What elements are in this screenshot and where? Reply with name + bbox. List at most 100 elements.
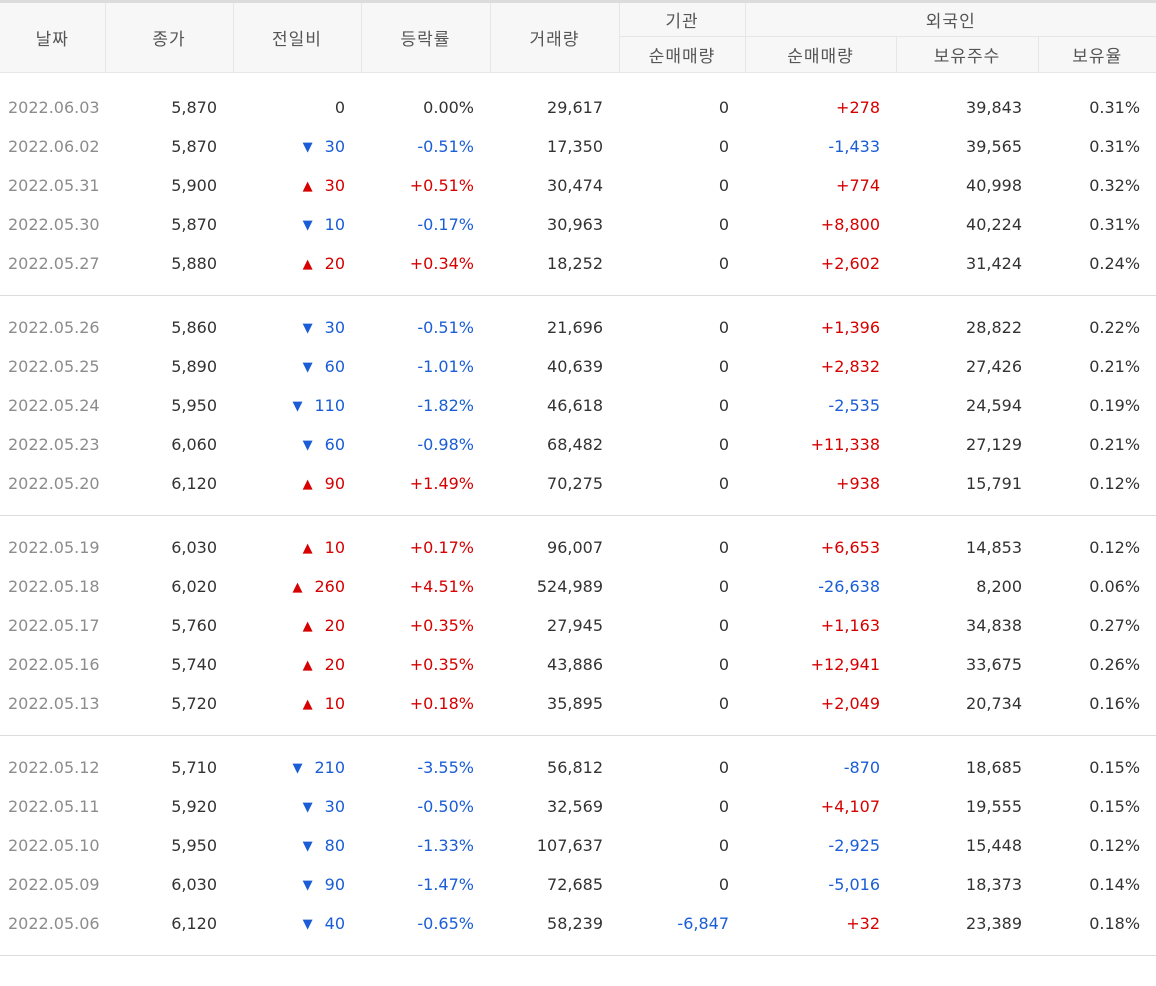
cell-date: 2022.05.18 bbox=[8, 577, 100, 596]
header-institution-group: 기관 bbox=[618, 0, 745, 37]
cell-rate: -1.01% bbox=[417, 357, 474, 376]
cell-institution-net: 0 bbox=[718, 616, 729, 635]
cell-rate: +0.35% bbox=[409, 655, 474, 674]
change-value: 20 bbox=[324, 254, 345, 273]
header-rate: 등락률 bbox=[360, 0, 490, 73]
cell-foreign-holdings: 27,129 bbox=[966, 435, 1022, 454]
cell-foreign-ratio: 0.06% bbox=[1089, 577, 1141, 596]
table-row: 2022.05.27 5,880 ▲ 20 +0.34% 18,252 0 +2,… bbox=[0, 244, 1156, 283]
cell-foreign-holdings: 18,373 bbox=[966, 875, 1022, 894]
triangle-down-icon: ▼ bbox=[302, 800, 313, 815]
cell-date: 2022.06.02 bbox=[8, 137, 100, 156]
cell-volume: 68,482 bbox=[547, 435, 603, 454]
change-value: 30 bbox=[324, 137, 345, 156]
cell-date: 2022.05.09 bbox=[8, 875, 100, 894]
cell-change: ▼ 110 bbox=[233, 386, 361, 425]
change-value: 40 bbox=[324, 914, 345, 933]
cell-volume: 17,350 bbox=[547, 137, 603, 156]
cell-institution-net: 0 bbox=[718, 474, 729, 493]
cell-foreign-net: -5,016 bbox=[828, 875, 880, 894]
cell-date: 2022.05.19 bbox=[8, 538, 100, 557]
cell-date: 2022.05.06 bbox=[8, 914, 100, 933]
cell-institution-net: 0 bbox=[718, 318, 729, 337]
cell-foreign-net: +32 bbox=[846, 914, 880, 933]
cell-change: ▼ 60 bbox=[233, 425, 361, 464]
cell-change: ▲ 10 bbox=[233, 684, 361, 723]
cell-change: ▼ 30 bbox=[233, 787, 361, 826]
cell-foreign-ratio: 0.15% bbox=[1089, 758, 1141, 777]
change-value: 60 bbox=[324, 435, 345, 454]
cell-close: 5,950 bbox=[171, 396, 217, 415]
cell-close: 6,120 bbox=[171, 914, 217, 933]
cell-close: 5,950 bbox=[171, 836, 217, 855]
triangle-down-icon: ▼ bbox=[302, 218, 313, 233]
cell-foreign-holdings: 20,734 bbox=[966, 694, 1022, 713]
cell-change: ▲ 90 bbox=[233, 464, 361, 503]
cell-institution-net: 0 bbox=[718, 435, 729, 454]
triangle-down-icon: ▼ bbox=[302, 839, 313, 854]
cell-close: 5,760 bbox=[171, 616, 217, 635]
change-value: 10 bbox=[324, 215, 345, 234]
cell-rate: -0.17% bbox=[417, 215, 474, 234]
table-row: 2022.05.06 6,120 ▼ 40 -0.65% 58,239 -6,84… bbox=[0, 904, 1156, 943]
cell-foreign-holdings: 23,389 bbox=[966, 914, 1022, 933]
cell-institution-net: 0 bbox=[718, 694, 729, 713]
cell-foreign-holdings: 27,426 bbox=[966, 357, 1022, 376]
cell-foreign-ratio: 0.19% bbox=[1089, 396, 1141, 415]
cell-foreign-holdings: 24,594 bbox=[966, 396, 1022, 415]
cell-rate: +1.49% bbox=[409, 474, 474, 493]
cell-rate: +0.18% bbox=[409, 694, 474, 713]
cell-date: 2022.05.13 bbox=[8, 694, 100, 713]
triangle-up-icon: ▲ bbox=[302, 619, 313, 634]
cell-rate: 0.00% bbox=[423, 98, 474, 117]
cell-date: 2022.05.10 bbox=[8, 836, 100, 855]
table-row: 2022.05.19 6,030 ▲ 10 +0.17% 96,007 0 +6,… bbox=[0, 528, 1156, 567]
cell-foreign-net: +1,396 bbox=[820, 318, 880, 337]
cell-rate: +4.51% bbox=[409, 577, 474, 596]
table-row: 2022.06.03 5,870 0 0.00% 29,617 0 +278 3… bbox=[0, 88, 1156, 127]
cell-close: 5,900 bbox=[171, 176, 217, 195]
cell-foreign-holdings: 18,685 bbox=[966, 758, 1022, 777]
change-value: 90 bbox=[324, 875, 345, 894]
header-foreign-ratio: 보유율 bbox=[1037, 36, 1156, 73]
table-row: 2022.05.26 5,860 ▼ 30 -0.51% 21,696 0 +1,… bbox=[0, 308, 1156, 347]
cell-foreign-net: +2,049 bbox=[820, 694, 880, 713]
change-value: 90 bbox=[324, 474, 345, 493]
table-row: 2022.05.09 6,030 ▼ 90 -1.47% 72,685 0 -5,… bbox=[0, 865, 1156, 904]
cell-rate: -0.51% bbox=[417, 318, 474, 337]
cell-volume: 30,963 bbox=[547, 215, 603, 234]
cell-change: ▼ 30 bbox=[233, 127, 361, 166]
cell-change: ▲ 10 bbox=[233, 528, 361, 567]
cell-institution-net: 0 bbox=[718, 577, 729, 596]
triangle-down-icon: ▼ bbox=[302, 360, 313, 375]
cell-volume: 40,639 bbox=[547, 357, 603, 376]
cell-close: 6,030 bbox=[171, 875, 217, 894]
cell-institution-net: 0 bbox=[718, 836, 729, 855]
group-divider bbox=[0, 283, 1156, 296]
cell-volume: 18,252 bbox=[547, 254, 603, 273]
triangle-down-icon: ▼ bbox=[302, 917, 313, 932]
triangle-down-icon: ▼ bbox=[302, 438, 313, 453]
cell-change: ▼ 90 bbox=[233, 865, 361, 904]
cell-close: 5,870 bbox=[171, 137, 217, 156]
cell-rate: -0.51% bbox=[417, 137, 474, 156]
table-row: 2022.05.18 6,020 ▲ 260 +4.51% 524,989 0 -… bbox=[0, 567, 1156, 606]
cell-close: 6,060 bbox=[171, 435, 217, 454]
cell-date: 2022.05.11 bbox=[8, 797, 100, 816]
cell-close: 5,720 bbox=[171, 694, 217, 713]
cell-volume: 43,886 bbox=[547, 655, 603, 674]
cell-foreign-holdings: 28,822 bbox=[966, 318, 1022, 337]
cell-foreign-net: +8,800 bbox=[820, 215, 880, 234]
cell-volume: 21,696 bbox=[547, 318, 603, 337]
triangle-down-icon: ▼ bbox=[302, 140, 313, 155]
cell-change: ▲ 20 bbox=[233, 606, 361, 645]
cell-close: 5,880 bbox=[171, 254, 217, 273]
change-value: 30 bbox=[324, 176, 345, 195]
cell-foreign-holdings: 8,200 bbox=[976, 577, 1022, 596]
cell-close: 5,740 bbox=[171, 655, 217, 674]
cell-close: 5,870 bbox=[171, 98, 217, 117]
cell-date: 2022.05.30 bbox=[8, 215, 100, 234]
cell-change: ▼ 10 bbox=[233, 205, 361, 244]
header-institution-net: 순매매량 bbox=[618, 36, 745, 73]
header-foreign-group: 외국인 bbox=[744, 0, 1156, 37]
